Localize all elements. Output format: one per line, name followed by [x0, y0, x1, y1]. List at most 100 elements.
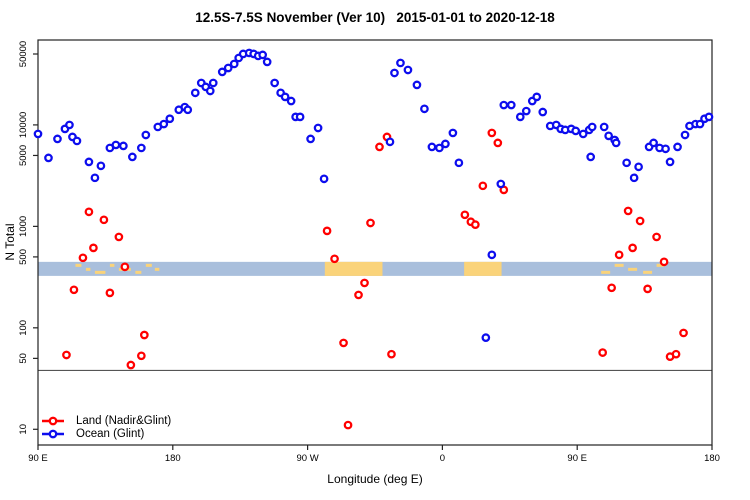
- plot-frame: [37, 39, 713, 446]
- y-axis-label: N Total: [3, 223, 17, 261]
- data-point-land: [89, 243, 98, 253]
- data-point-ocean: [319, 174, 329, 184]
- map-strip-island: [643, 270, 653, 274]
- y-tick-label: 10: [18, 424, 29, 435]
- data-point-ocean: [390, 68, 399, 78]
- data-point-ocean: [385, 137, 395, 147]
- data-point-land: [99, 215, 109, 225]
- data-point-land: [614, 250, 624, 260]
- data-point-land: [478, 181, 488, 191]
- x-tick-label: 90 E: [567, 453, 587, 464]
- land-marker-icon: [42, 416, 64, 425]
- map-strip-land: [464, 261, 502, 276]
- data-point-ocean: [229, 59, 239, 69]
- data-point-ocean: [412, 80, 422, 90]
- map-strip-island: [94, 270, 106, 274]
- map-strip-island: [601, 270, 611, 274]
- data-point-ocean: [90, 173, 100, 183]
- data-point-ocean: [604, 131, 614, 141]
- data-point-ocean: [286, 96, 296, 106]
- data-point-ocean: [499, 100, 509, 110]
- data-point-land: [607, 283, 616, 293]
- data-point-land: [69, 285, 79, 295]
- data-point-land: [623, 206, 633, 216]
- map-strip-island: [154, 267, 160, 271]
- ocean-marker-icon: [42, 429, 64, 438]
- data-point-ocean: [487, 250, 497, 260]
- map-strip-island: [614, 263, 624, 267]
- data-point-ocean: [599, 122, 609, 132]
- data-point-land: [114, 232, 124, 242]
- data-point-ocean: [704, 112, 714, 122]
- map-strip-island: [628, 267, 638, 271]
- data-point-ocean: [649, 138, 658, 148]
- map-strip-island: [145, 263, 152, 267]
- data-point-land: [330, 254, 339, 264]
- data-point-ocean: [295, 112, 305, 122]
- data-point-ocean: [72, 136, 82, 146]
- data-point-ocean: [44, 153, 53, 163]
- data-point-ocean: [454, 158, 464, 168]
- data-point-land: [659, 257, 669, 267]
- data-point-land: [598, 348, 608, 357]
- legend-label-ocean: Ocean (Glint): [76, 427, 145, 440]
- data-point-land: [343, 420, 353, 430]
- data-point-ocean: [665, 157, 675, 167]
- data-point-ocean: [571, 126, 581, 136]
- data-point-ocean: [521, 106, 531, 116]
- data-point-ocean: [217, 67, 227, 77]
- map-strip-island: [85, 267, 91, 271]
- data-point-ocean: [634, 162, 643, 172]
- y-tick-label: 1000: [18, 216, 29, 237]
- x-tick-label: 90 W: [297, 453, 319, 464]
- data-point-ocean: [538, 107, 548, 117]
- data-point-land: [375, 142, 384, 152]
- y-tick-label: 10000: [18, 112, 29, 138]
- data-point-ocean: [65, 120, 74, 130]
- data-point-ocean: [587, 122, 597, 132]
- y-tick-label: 50: [18, 353, 29, 364]
- map-strip-island: [75, 263, 82, 267]
- x-tick-label: 180: [165, 453, 181, 464]
- data-point-ocean: [420, 104, 429, 114]
- data-point-land: [105, 288, 115, 298]
- data-point-ocean: [208, 78, 218, 88]
- data-point-ocean: [96, 161, 106, 171]
- data-point-ocean: [441, 139, 450, 149]
- data-point-ocean: [578, 129, 588, 139]
- data-point-ocean: [680, 130, 690, 140]
- data-point-ocean: [223, 63, 233, 73]
- data-point-ocean: [111, 140, 121, 150]
- data-point-ocean: [673, 142, 682, 152]
- data-point-ocean: [119, 141, 128, 151]
- data-point-ocean: [435, 143, 444, 153]
- data-point-ocean: [695, 119, 705, 129]
- data-point-land: [78, 253, 88, 263]
- data-point-land: [136, 351, 146, 361]
- data-point-land: [126, 360, 136, 370]
- data-point-land: [387, 349, 396, 359]
- y-tick-label: 50000: [18, 41, 29, 67]
- data-point-ocean: [53, 134, 62, 144]
- data-point-ocean: [496, 179, 506, 189]
- data-point-ocean: [141, 130, 151, 140]
- data-point-ocean: [532, 92, 542, 102]
- legend-label-land: Land (Nadir&Glint): [76, 414, 172, 427]
- map-strip-island: [656, 263, 665, 267]
- chart-title: 12.5S-7.5S November (Ver 10) 2015-01-01 …: [195, 10, 555, 25]
- data-point-ocean: [629, 173, 639, 183]
- data-point-land: [679, 328, 688, 338]
- data-point-ocean: [661, 144, 670, 154]
- data-point-ocean: [84, 157, 94, 167]
- data-point-ocean: [270, 78, 279, 88]
- data-point-land: [339, 338, 348, 348]
- data-point-land: [635, 216, 645, 226]
- data-point-land: [487, 128, 497, 138]
- map-strip-island: [109, 263, 115, 267]
- data-point-ocean: [506, 100, 516, 110]
- legend-item-land: Land (Nadir&Glint): [41, 414, 171, 427]
- data-point-ocean: [515, 112, 525, 122]
- data-point-ocean: [306, 134, 315, 144]
- data-point-ocean: [586, 152, 596, 162]
- data-point-ocean: [262, 57, 272, 67]
